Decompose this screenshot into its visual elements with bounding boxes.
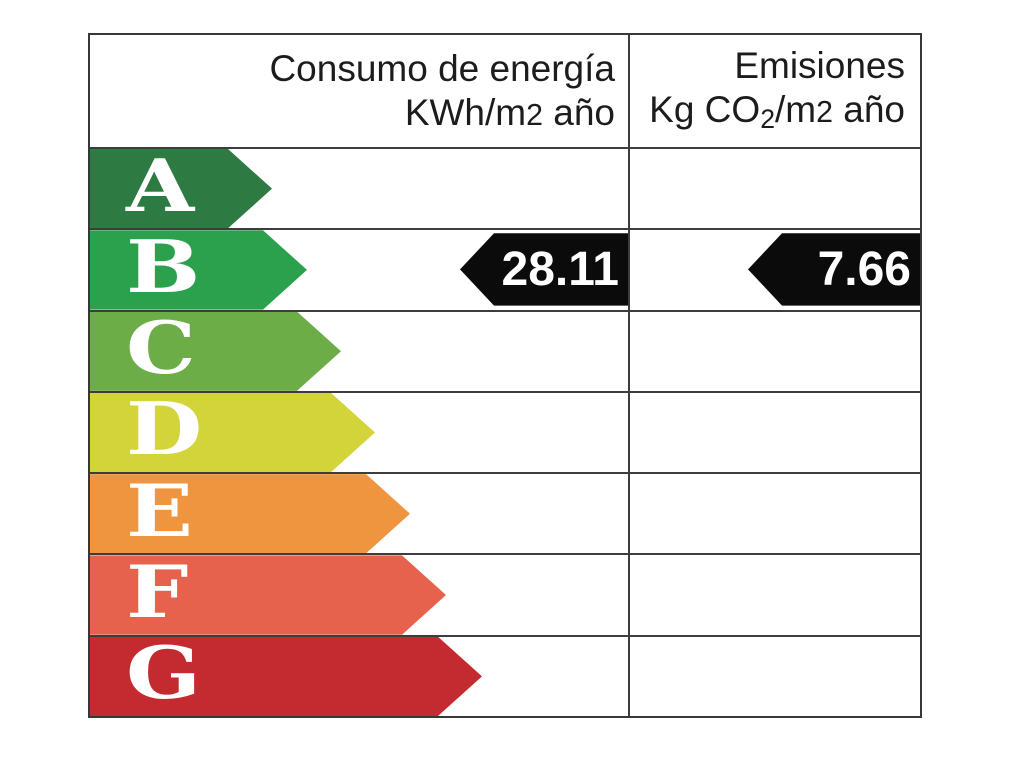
emissions-header: Emisiones Kg CO2/m2 año xyxy=(630,35,920,147)
rating-row-a: A xyxy=(90,147,920,229)
rating-row-g: G xyxy=(90,634,920,716)
rating-cell-e: E xyxy=(90,474,630,554)
emissions-cell-d xyxy=(630,393,920,472)
rating-cell-b: B 28.11 xyxy=(90,230,630,310)
rating-letter-b: B xyxy=(126,223,201,309)
rating-row-b: B 28.11 7.66 xyxy=(90,228,920,310)
rating-arrow-d: D xyxy=(90,393,375,472)
consumption-value-arrow: 28.11 xyxy=(460,233,628,306)
emissions-cell-b: 7.66 xyxy=(630,230,920,309)
rating-arrow-g: G xyxy=(90,637,482,716)
consumption-header: Consumo de energía KWh/m2 año xyxy=(90,35,630,147)
rating-arrow-b: B xyxy=(90,230,307,309)
rating-arrow-e: E xyxy=(90,474,410,553)
rating-row-c: C xyxy=(90,309,920,391)
rating-arrow-c: C xyxy=(90,312,341,391)
consumption-header-line1: Consumo de energía xyxy=(269,47,615,89)
emissions-value-arrow: 7.66 xyxy=(748,233,920,306)
rating-letter-f: F xyxy=(126,549,189,635)
rating-table: Consumo de energía KWh/m2 año Emisiones … xyxy=(88,33,922,718)
emissions-cell-g xyxy=(630,637,920,716)
emissions-cell-e xyxy=(630,474,920,553)
rating-arrow-a: A xyxy=(90,149,272,228)
rating-letter-c: C xyxy=(126,305,196,391)
emissions-value: 7.66 xyxy=(817,242,911,296)
rating-cell-c: C xyxy=(90,311,630,391)
rating-cell-d: D xyxy=(90,392,630,473)
table-header-row: Consumo de energía KWh/m2 año Emisiones … xyxy=(90,35,920,147)
rating-cell-a: A xyxy=(90,149,630,229)
rating-letter-g: G xyxy=(126,630,202,716)
emissions-header-unit: Kg CO2/m2 año xyxy=(649,88,905,134)
consumption-header-unit: KWh/m2 año xyxy=(404,91,615,133)
rating-row-e: E xyxy=(90,472,920,554)
emissions-cell-f xyxy=(630,555,920,634)
rating-row-f: F xyxy=(90,553,920,635)
rating-letter-d: D xyxy=(126,386,203,472)
rating-cell-g: G xyxy=(90,636,630,716)
rating-arrow-f: F xyxy=(90,555,446,634)
emissions-cell-c xyxy=(630,312,920,391)
rating-letter-e: E xyxy=(126,467,193,553)
rating-cell-f: F xyxy=(90,555,630,635)
emissions-header-line1: Emisiones xyxy=(734,44,905,86)
rating-letter-a: A xyxy=(126,142,195,228)
consumption-value: 28.11 xyxy=(501,242,619,296)
rating-row-d: D xyxy=(90,390,920,473)
emissions-cell-a xyxy=(630,149,920,228)
